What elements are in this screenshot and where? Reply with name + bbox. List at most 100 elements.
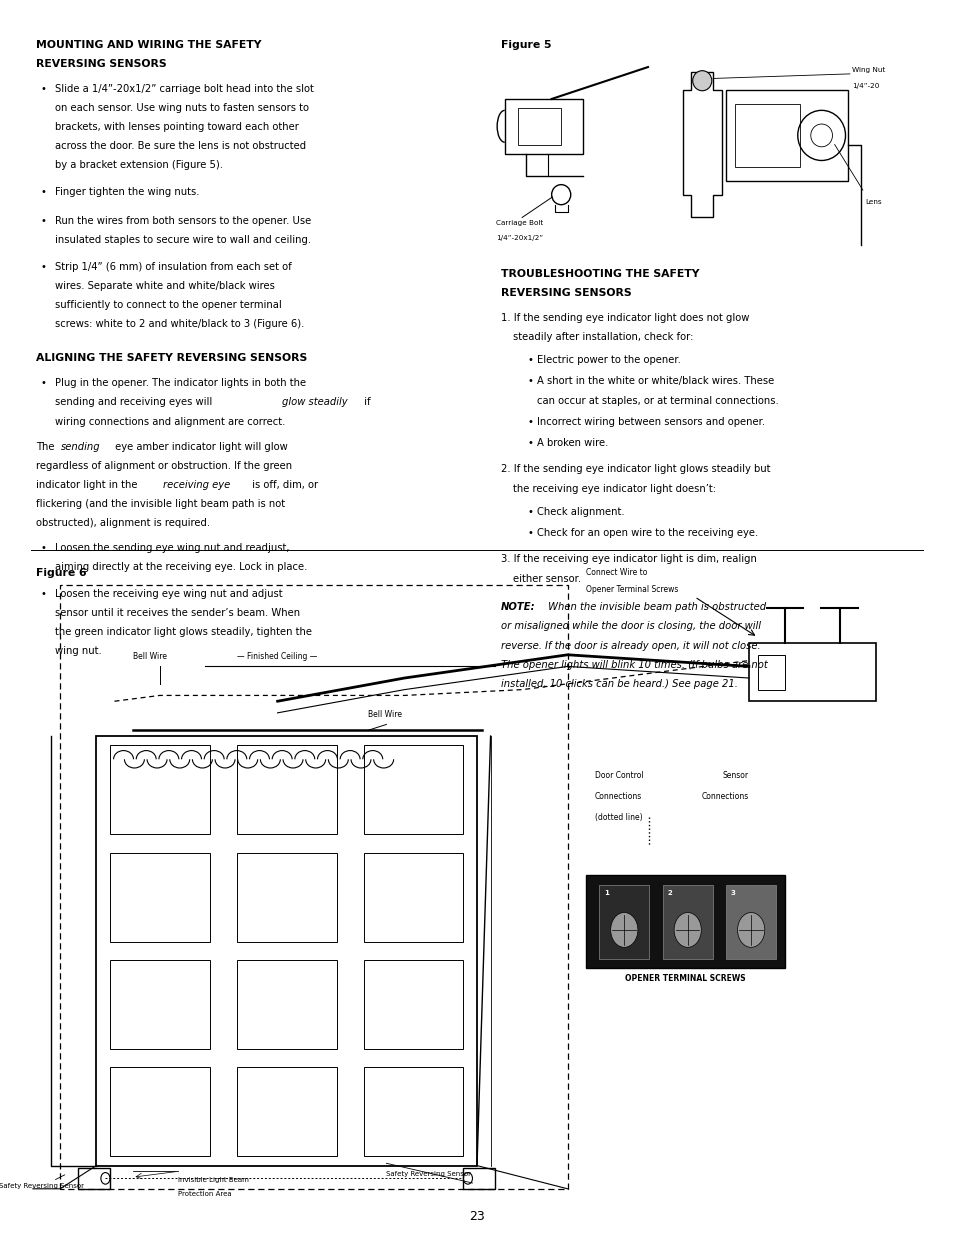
Text: Bell Wire: Bell Wire [368,710,402,719]
Text: across the door. Be sure the lens is not obstructed: across the door. Be sure the lens is not… [55,141,306,151]
Text: OPENER TERMINAL SCREWS: OPENER TERMINAL SCREWS [624,974,745,983]
Text: Opener Terminal Screws: Opener Terminal Screws [585,585,678,594]
Text: •: • [40,186,46,196]
Text: 1/4”-20: 1/4”-20 [851,83,879,89]
Text: is off, dim, or: is off, dim, or [249,479,317,490]
Text: or misaligned while the door is closing, the door will: or misaligned while the door is closing,… [500,621,760,631]
Bar [585,876,784,968]
Text: • Check for an open wire to the receiving eye.: • Check for an open wire to the receivin… [527,527,757,537]
Text: on each sensor. Use wing nuts to fasten sensors to: on each sensor. Use wing nuts to fasten … [55,103,309,112]
Text: can occur at staples, or at terminal connections.: can occur at staples, or at terminal con… [537,395,778,405]
Bar [110,852,210,941]
Text: TROUBLESHOOTING THE SAFETY: TROUBLESHOOTING THE SAFETY [500,269,699,279]
Circle shape [692,70,711,90]
Text: Connections: Connections [595,792,641,800]
Text: When the invisible beam path is obstructed: When the invisible beam path is obstruct… [544,603,765,613]
Text: either sensor.: either sensor. [513,573,580,584]
Text: 2: 2 [667,890,671,897]
Text: flickering (and the invisible light beam path is not: flickering (and the invisible light beam… [36,499,285,509]
Text: the receiving eye indicator light doesn’t:: the receiving eye indicator light doesn’… [513,484,716,494]
Text: brackets, with lenses pointing toward each other: brackets, with lenses pointing toward ea… [55,122,299,132]
Text: steadily after installation, check for:: steadily after installation, check for: [513,332,693,342]
Bar [78,1168,110,1189]
Text: Loosen the sending eye wing nut and readjust,: Loosen the sending eye wing nut and read… [55,543,290,553]
Bar [96,736,476,1166]
Text: Safety Reversing Sensor: Safety Reversing Sensor [386,1171,471,1177]
Text: Protection Area: Protection Area [177,1191,232,1197]
Text: REVERSING SENSORS: REVERSING SENSORS [36,58,167,69]
Text: by a bracket extension (Figure 5).: by a bracket extension (Figure 5). [55,161,223,170]
Text: sufficiently to connect to the opener terminal: sufficiently to connect to the opener te… [55,300,282,310]
Text: glow steadily: glow steadily [282,398,348,408]
Text: sensor until it receives the sender’s beam. When: sensor until it receives the sender’s be… [55,608,300,618]
Bar [236,960,336,1049]
Text: — Finished Ceiling —: — Finished Ceiling — [237,652,317,661]
Text: • Electric power to the opener.: • Electric power to the opener. [527,356,679,366]
Text: Run the wires from both sensors to the opener. Use: Run the wires from both sensors to the o… [55,216,312,226]
Text: regardless of alignment or obstruction. If the green: regardless of alignment or obstruction. … [36,461,292,471]
Bar [236,852,336,941]
Text: The: The [36,441,58,452]
Text: • Check alignment.: • Check alignment. [527,506,623,516]
Text: indicator light in the: indicator light in the [36,479,141,490]
Text: receiving eye: receiving eye [163,479,230,490]
Text: sending and receiving eyes will: sending and receiving eyes will [55,398,215,408]
Bar [598,884,648,958]
Text: obstructed), alignment is required.: obstructed), alignment is required. [36,517,211,529]
Text: •: • [40,589,46,599]
Bar [236,746,336,834]
Text: eye amber indicator light will glow: eye amber indicator light will glow [112,441,287,452]
Text: Strip 1/4” (6 mm) of insulation from each set of: Strip 1/4” (6 mm) of insulation from eac… [55,262,292,272]
Bar [748,643,875,701]
Text: screws: white to 2 and white/black to 3 (Figure 6).: screws: white to 2 and white/black to 3 … [55,319,304,329]
Text: sending: sending [61,441,101,452]
Text: REVERSING SENSORS: REVERSING SENSORS [500,289,631,299]
Text: •: • [40,216,46,226]
Text: aiming directly at the receiving eye. Lock in place.: aiming directly at the receiving eye. Lo… [55,562,308,572]
Text: wing nut.: wing nut. [55,646,102,656]
Text: reverse. If the door is already open, it will not close.: reverse. If the door is already open, it… [500,641,760,651]
Bar [363,960,463,1049]
Text: 23: 23 [469,1209,484,1223]
Bar [725,884,776,958]
Text: Plug in the opener. The indicator lights in both the: Plug in the opener. The indicator lights… [55,378,306,388]
Text: The opener lights will blink 10 times. (If bulbs are not: The opener lights will blink 10 times. (… [500,659,767,669]
Bar [757,655,784,689]
Text: wires. Separate white and white/black wires: wires. Separate white and white/black wi… [55,280,274,290]
Text: Door Control: Door Control [595,771,642,779]
Circle shape [737,913,764,947]
Text: (dotted line): (dotted line) [595,813,641,821]
Text: Slide a 1/4”-20x1/2” carriage bolt head into the slot: Slide a 1/4”-20x1/2” carriage bolt head … [55,84,314,94]
Bar [110,960,210,1049]
Circle shape [610,913,638,947]
Bar [363,1067,463,1156]
Text: the green indicator light glows steadily, tighten the: the green indicator light glows steadily… [55,627,312,637]
Text: • A short in the white or white/black wires. These: • A short in the white or white/black wi… [527,377,773,387]
Text: ALIGNING THE SAFETY REVERSING SENSORS: ALIGNING THE SAFETY REVERSING SENSORS [36,353,307,363]
Text: Connect Wire to: Connect Wire to [585,568,646,577]
Text: •: • [40,378,46,388]
Text: 3. If the receiving eye indicator light is dim, realign: 3. If the receiving eye indicator light … [500,555,756,564]
Bar [236,1067,336,1156]
Text: 1: 1 [603,890,608,897]
Text: Figure 6: Figure 6 [36,568,87,578]
Bar [463,1168,495,1189]
Bar [504,99,582,153]
Text: Safety Reversing Sensor: Safety Reversing Sensor [0,1183,85,1189]
Text: Wing Nut: Wing Nut [851,67,884,73]
Text: •: • [40,84,46,94]
Text: Connections: Connections [700,792,748,800]
Text: •: • [40,262,46,272]
Text: Invisible Light Beam: Invisible Light Beam [177,1177,249,1183]
Circle shape [674,913,700,947]
Text: wiring connections and alignment are correct.: wiring connections and alignment are cor… [55,416,285,426]
Bar [725,90,847,182]
Bar [517,109,560,144]
Text: Sensor: Sensor [722,771,748,779]
Text: 3: 3 [730,890,735,897]
Text: Finger tighten the wing nuts.: Finger tighten the wing nuts. [55,186,199,196]
Text: 1. If the sending eye indicator light does not glow: 1. If the sending eye indicator light do… [500,314,748,324]
Bar [363,746,463,834]
Text: Loosen the receiving eye wing nut and adjust: Loosen the receiving eye wing nut and ad… [55,589,283,599]
Text: •: • [40,543,46,553]
